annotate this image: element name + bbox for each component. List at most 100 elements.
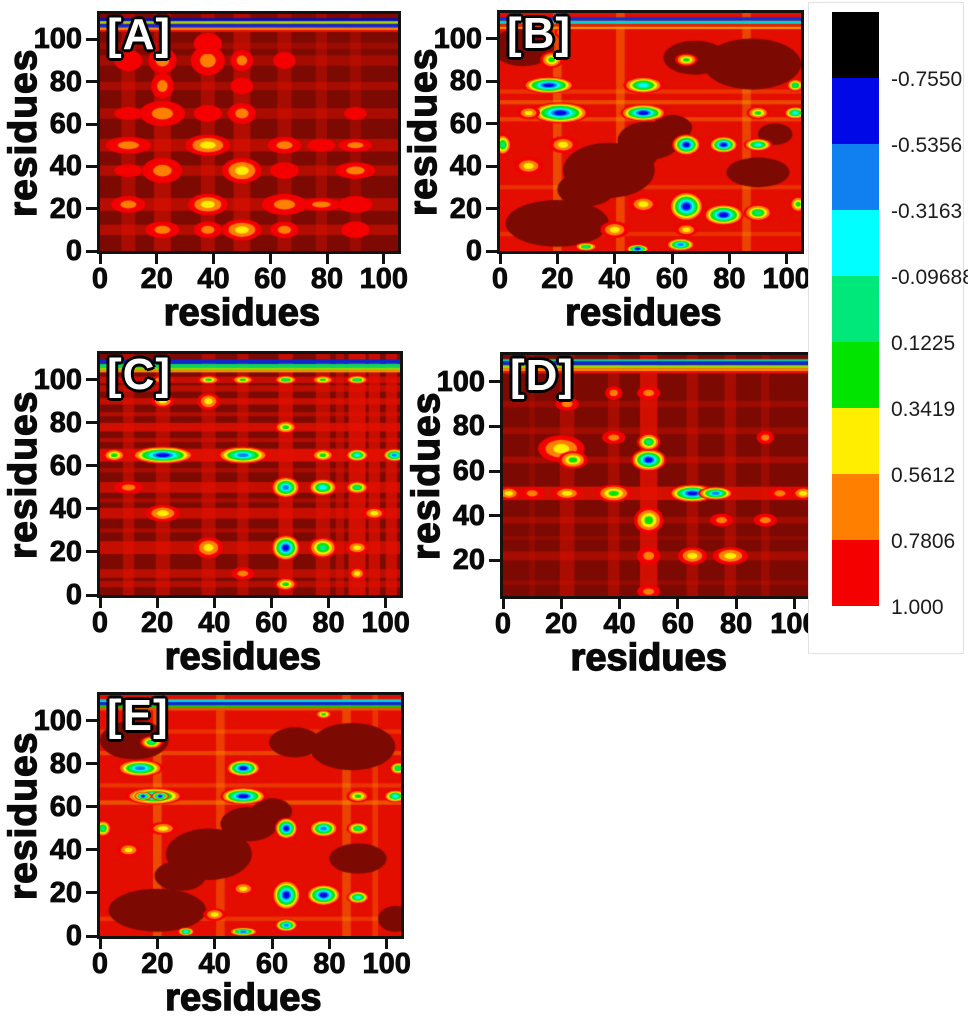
x-tick-mark — [555, 251, 559, 264]
y-tick-mark — [486, 164, 500, 168]
y-tick-label: 20 — [49, 876, 82, 909]
y-tick-label: 20 — [49, 535, 82, 568]
x-tick-mark — [213, 936, 217, 949]
colorbar-block — [832, 540, 879, 606]
y-tick-mark — [489, 380, 503, 384]
y-tick-mark — [86, 805, 100, 809]
x-tick-mark — [268, 251, 272, 264]
x-tick-mark — [98, 595, 102, 608]
y-tick-label: 100 — [433, 22, 482, 55]
heatmap-canvas-c — [100, 354, 400, 595]
x-tick-mark — [327, 595, 331, 608]
colorbar-block — [832, 408, 879, 474]
x-tick-mark — [384, 595, 388, 608]
x-tick-mark — [382, 251, 386, 264]
y-tick-mark — [86, 37, 100, 41]
x-tick-label: 40 — [198, 948, 231, 980]
y-tick-label: 40 — [49, 492, 82, 525]
y-tick-label: 80 — [49, 747, 82, 780]
y-tick-label: 100 — [33, 704, 82, 737]
x-tick-label: 60 — [255, 607, 288, 639]
x-tick-label: 40 — [198, 607, 231, 639]
x-tick-label: 0 — [494, 608, 512, 640]
x-tick-label: 20 — [140, 263, 173, 295]
y-tick-label: 60 — [49, 790, 82, 823]
colorbar-block — [832, 78, 879, 144]
x-tick-label: 20 — [545, 608, 578, 640]
y-tick-label: 60 — [449, 107, 482, 140]
colorbar-block — [832, 12, 879, 78]
y-tick-label: 60 — [49, 449, 82, 482]
y-tick-label: 80 — [449, 65, 482, 97]
y-tick-mark — [486, 37, 500, 40]
y-tick-mark — [86, 507, 100, 511]
x-tick-mark — [98, 251, 102, 264]
colorbar-label: 1.000 — [891, 596, 944, 619]
heatmap-panel-d: [D] residues residues 20 40 60 80 100 0 20 40 60… — [404, 351, 819, 678]
x-tick-mark — [498, 251, 502, 264]
x-tick-label: 100 — [762, 263, 811, 295]
x-tick-label: 100 — [362, 948, 411, 980]
panel-tag-a: [A] — [107, 10, 172, 59]
y-tick-mark — [486, 249, 500, 253]
y-tick-mark — [86, 762, 100, 766]
panel-tag-b: [B] — [507, 9, 572, 58]
y-tick-label: 40 — [49, 833, 82, 866]
x-tick-label: 60 — [655, 263, 689, 295]
y-tick-label: 40 — [49, 150, 82, 183]
panel-tag-c: [C] — [107, 350, 172, 399]
y-tick-label: 20 — [452, 544, 485, 577]
colorbar-label: 0.3419 — [891, 398, 956, 421]
y-tick-mark — [486, 122, 500, 125]
x-tick-label: 80 — [720, 608, 753, 640]
x-axis-label: residues — [564, 292, 722, 334]
x-tick-mark — [559, 596, 563, 609]
y-tick-label: 100 — [436, 365, 485, 398]
x-tick-label: 80 — [313, 948, 346, 980]
x-tick-label: 0 — [491, 263, 509, 295]
y-tick-mark — [86, 934, 100, 938]
heatmap-panel-a: [A] residues residues 0 20 40 60 80 100 0 20 40 6… — [1, 10, 408, 333]
x-tick-label: 60 — [254, 263, 287, 295]
x-tick-mark — [676, 596, 680, 609]
x-tick-mark — [155, 251, 159, 264]
y-tick-mark — [86, 207, 100, 211]
y-tick-mark — [86, 378, 100, 382]
y-tick-mark — [489, 424, 503, 428]
x-tick-mark — [327, 936, 331, 949]
y-tick-mark — [86, 593, 100, 597]
y-tick-label: 0 — [465, 235, 482, 267]
x-tick-mark — [792, 596, 796, 609]
heatmap-canvas-e — [100, 695, 401, 936]
heatmap-panel-c: [C] residues residues 0 20 40 60 80 100 0 20 40 6… — [1, 350, 410, 677]
x-tick-label: 40 — [197, 263, 230, 295]
y-tick-label: 80 — [49, 65, 82, 98]
colorbar-label: 0.5612 — [891, 464, 956, 487]
x-tick-label: 40 — [603, 608, 636, 640]
heatmap-panel-b: [B] residues residues 0 20 40 60 80 100 0 20 40 6… — [401, 9, 811, 333]
x-tick-label: 20 — [541, 263, 574, 295]
x-tick-label: 80 — [713, 263, 746, 295]
colorbar-block — [832, 210, 879, 276]
y-tick-mark — [86, 719, 100, 723]
colorbar-label: -0.3163 — [891, 200, 963, 223]
panel-tag-d: [D] — [510, 351, 575, 400]
y-tick-label: 0 — [65, 235, 82, 267]
x-tick-mark — [269, 595, 273, 608]
x-axis-label: residues — [164, 636, 322, 678]
heatmap-canvas-b — [500, 13, 801, 251]
x-tick-mark — [212, 595, 216, 608]
y-tick-mark — [86, 421, 100, 425]
y-tick-label: 80 — [49, 406, 82, 439]
x-axis-label: residues — [164, 977, 322, 1019]
y-tick-mark — [486, 79, 500, 83]
x-tick-mark — [618, 596, 622, 609]
heatmap-canvas-a — [100, 14, 398, 251]
x-tick-mark — [785, 251, 789, 264]
heatmap-panel-e: [E] residues residues 0 20 40 60 80 100 0 20 40 6… — [1, 691, 411, 1018]
colorbar-block — [832, 144, 879, 210]
colorbar-block — [832, 276, 879, 342]
y-tick-label: 20 — [49, 192, 82, 225]
x-tick-label: 60 — [661, 608, 694, 640]
x-tick-label: 100 — [359, 263, 408, 295]
